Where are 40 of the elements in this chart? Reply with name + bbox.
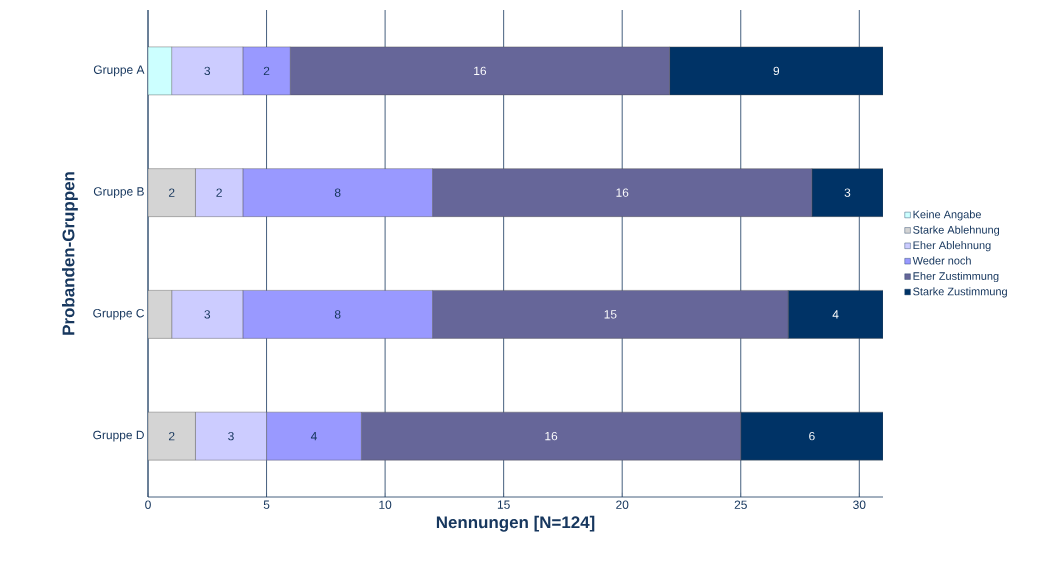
y-tick-label: Gruppe A [93, 65, 145, 77]
x-tick-label: 5 [263, 500, 270, 509]
data-label: 2 [168, 188, 175, 197]
legend-label: Eher Zustimmung [913, 271, 999, 283]
data-label: 2 [263, 66, 270, 76]
data-label: 6 [809, 431, 815, 441]
data-label: 16 [545, 431, 558, 441]
data-label: 15 [604, 310, 617, 319]
data-label: 2 [216, 188, 222, 197]
x-tick-label: 10 [379, 500, 392, 509]
data-label: 2 [168, 431, 175, 441]
legend-label: Keine Angabe [913, 210, 981, 221]
x-tick-label: 15 [497, 500, 510, 509]
data-label: 16 [474, 66, 487, 76]
x-tick-label: 25 [734, 500, 747, 509]
bar [148, 411, 196, 461]
data-label: 3 [228, 431, 234, 441]
legend-label: Starke Ablehnung [913, 225, 1000, 236]
data-label: 8 [334, 188, 341, 197]
y-tick-label: Gruppe C [93, 308, 144, 320]
x-tick-label: 20 [616, 500, 629, 509]
legend-label: Starke Zustimmung [913, 287, 1007, 298]
data-label: 3 [204, 310, 211, 319]
data-label: 16 [616, 188, 629, 197]
data-label: 9 [773, 66, 780, 76]
data-label: 3 [204, 66, 211, 76]
x-axis-title: Nennungen [N=124] [436, 515, 595, 532]
data-label: 4 [310, 432, 317, 441]
y-axis-title: Probanden-Gruppen [62, 172, 78, 335]
bar [148, 290, 172, 339]
y-tick-label: Gruppe B [93, 187, 144, 199]
data-label: 8 [334, 310, 341, 319]
legend-label: Weder noch [912, 256, 971, 265]
x-tick-label: 30 [853, 500, 866, 509]
x-tick-label: 0 [145, 500, 151, 509]
data-label: 4 [832, 310, 839, 319]
legend-label: Eher Ablehnung [913, 241, 991, 252]
y-tick-label: Gruppe D [93, 430, 144, 442]
data-label: 3 [844, 188, 851, 197]
bar [148, 168, 196, 217]
